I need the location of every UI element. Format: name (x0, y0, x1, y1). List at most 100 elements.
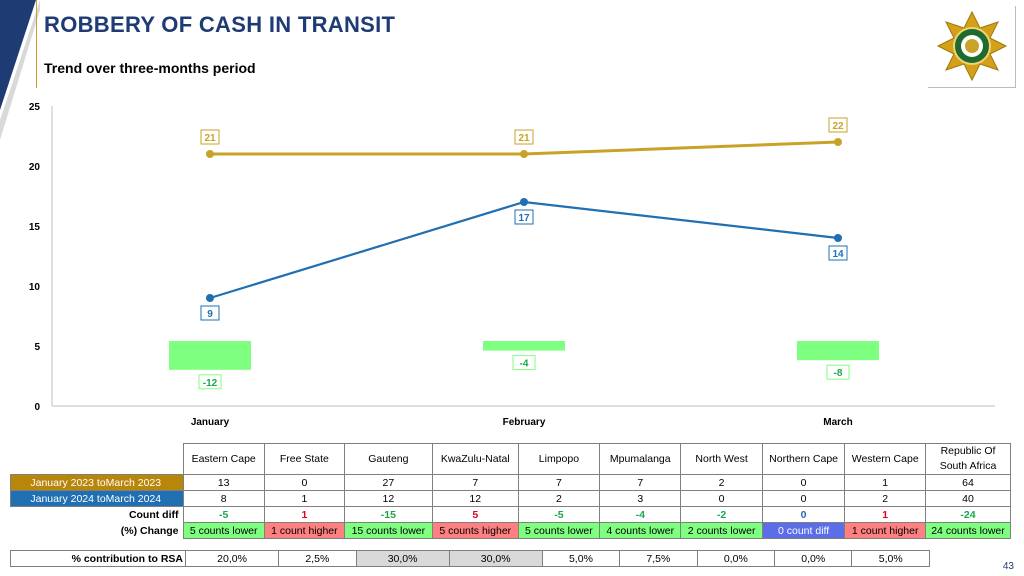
table-cell: 24 counts lower (925, 522, 1011, 539)
table-cell: -5 (182, 506, 265, 523)
difference-data-label: -12 (203, 378, 218, 389)
table-row-change: (%) Change 5 counts lower 1 count higher… (11, 522, 1011, 539)
row-label: Count diff (128, 508, 179, 521)
data-point (520, 150, 528, 158)
saps-logo (928, 6, 1016, 88)
table-cell: 1 (844, 506, 926, 523)
y-tick-label: 0 (34, 402, 40, 413)
data-label-box (828, 117, 848, 133)
table-cell: 5 (431, 506, 519, 523)
difference-label-box (198, 374, 222, 390)
y-tick-label: 10 (29, 282, 41, 293)
table-cell: 2,5% (278, 550, 357, 567)
table-header-row: Eastern Cape Free State Gauteng KwaZulu-… (11, 443, 1011, 475)
column-header: North West (680, 443, 763, 475)
table-cell: 1 (263, 506, 345, 523)
table-cell: 8 (182, 490, 265, 507)
x-tick-label: February (503, 417, 546, 428)
table-cell: 30,0% (355, 550, 450, 567)
table-cell: -15 (343, 506, 433, 523)
table-cell: 7 (599, 474, 682, 491)
table-cell: 12 (343, 490, 433, 507)
table-cell: 0,0% (696, 550, 776, 567)
table-cell: 1 (844, 474, 926, 491)
table-cell: 0 (680, 490, 763, 507)
table-cell: 0,0% (774, 550, 853, 567)
table-cell: 27 (343, 474, 433, 491)
column-header: Mpumalanga (599, 443, 682, 475)
data-label-box (200, 129, 220, 145)
data-label-box (828, 245, 848, 261)
table-cell: 15 counts lower (343, 522, 433, 539)
x-tick-label: January (191, 417, 230, 428)
table-cell: 13 (182, 474, 265, 491)
table-cell: 0 count diff (761, 522, 846, 539)
column-header: Free State (263, 443, 345, 475)
table-cell: 3 (599, 490, 682, 507)
table-cell: 64 (925, 474, 1011, 491)
table-cell: 5 counts lower (182, 522, 265, 539)
table-cell: 30,0% (448, 550, 543, 567)
data-label: 17 (518, 213, 530, 224)
data-point (834, 234, 842, 242)
data-label-box (514, 129, 534, 145)
table-cell: 2 (844, 490, 926, 507)
table-cell: -24 (925, 506, 1011, 523)
table-row-count-diff: Count diff -5 1 -15 5 -5 -4 -2 0 1 -24 (11, 506, 1011, 523)
difference-data-label: -4 (520, 359, 529, 370)
table-cell: -5 (517, 506, 601, 523)
table-cell: 0 (761, 506, 846, 523)
difference-bar (169, 341, 251, 370)
data-label-box (514, 209, 534, 225)
table-cell: 5,0% (541, 550, 621, 567)
column-header: Republic Of South Africa (925, 443, 1011, 475)
saps-star-icon (936, 10, 1008, 82)
column-header: Limpopo (517, 443, 601, 475)
data-label: 9 (207, 309, 213, 320)
row-label: January 2024 toMarch 2024 (10, 490, 184, 507)
table-cell: -2 (680, 506, 763, 523)
data-label: 21 (518, 133, 530, 144)
page-subtitle: Trend over three-months period (44, 60, 256, 76)
column-header: Northern Cape (761, 443, 846, 475)
table-cell: 5 counts lower (517, 522, 601, 539)
column-header: KwaZulu-Natal (431, 443, 519, 475)
table-row-2024: January 2024 toMarch 2024 8 1 12 12 2 3 … (10, 490, 1011, 507)
title-divider (36, 0, 37, 88)
page-title: ROBBERY OF CASH IN TRANSIT (44, 12, 396, 37)
table-cell: 5 counts higher (431, 522, 519, 539)
table-cell: 7,5% (619, 550, 698, 567)
table-row-2023: January 2023 toMarch 2023 13 0 27 7 7 7 … (10, 474, 1011, 491)
table-cell: 0 (263, 474, 345, 491)
table-cell: 1 count higher (263, 522, 345, 539)
column-header: Eastern Cape (182, 443, 265, 475)
table-cell: -4 (599, 506, 682, 523)
statistics-table: Eastern Cape Free State Gauteng KwaZulu-… (10, 443, 1011, 539)
column-header: Gauteng (343, 443, 433, 475)
data-label: 22 (832, 121, 844, 132)
difference-label-box (826, 364, 850, 380)
y-tick-label: 25 (29, 102, 41, 113)
trend-chart: 0 5 10 15 20 25 January February March -12 -4 -8 21 2… (29, 102, 995, 428)
data-point (206, 294, 214, 302)
row-label: (%) Change (120, 524, 179, 537)
corner-decoration (0, 0, 40, 140)
data-label-box (200, 305, 220, 321)
data-point (206, 150, 214, 158)
table-cell: 0 (761, 474, 846, 491)
difference-data-label: -8 (834, 368, 843, 379)
row-label: January 2023 toMarch 2023 (10, 474, 184, 491)
page-number: 43 (1002, 561, 1014, 572)
table-cell: 1 (263, 490, 345, 507)
table-cell: 0 (761, 490, 846, 507)
table-cell: 7 (517, 474, 601, 491)
table-row-contribution: % contribution to RSA 20,0% 2,5% 30,0% 3… (10, 550, 930, 567)
table-cell: 5,0% (851, 550, 930, 567)
data-label: 21 (204, 133, 216, 144)
table-cell: 4 counts lower (599, 522, 682, 539)
table-cell: 2 (680, 474, 763, 491)
table-cell: 7 (431, 474, 519, 491)
x-tick-label: March (823, 417, 852, 428)
contribution-table: % contribution to RSA 20,0% 2,5% 30,0% 3… (10, 550, 930, 567)
data-point (520, 198, 528, 206)
